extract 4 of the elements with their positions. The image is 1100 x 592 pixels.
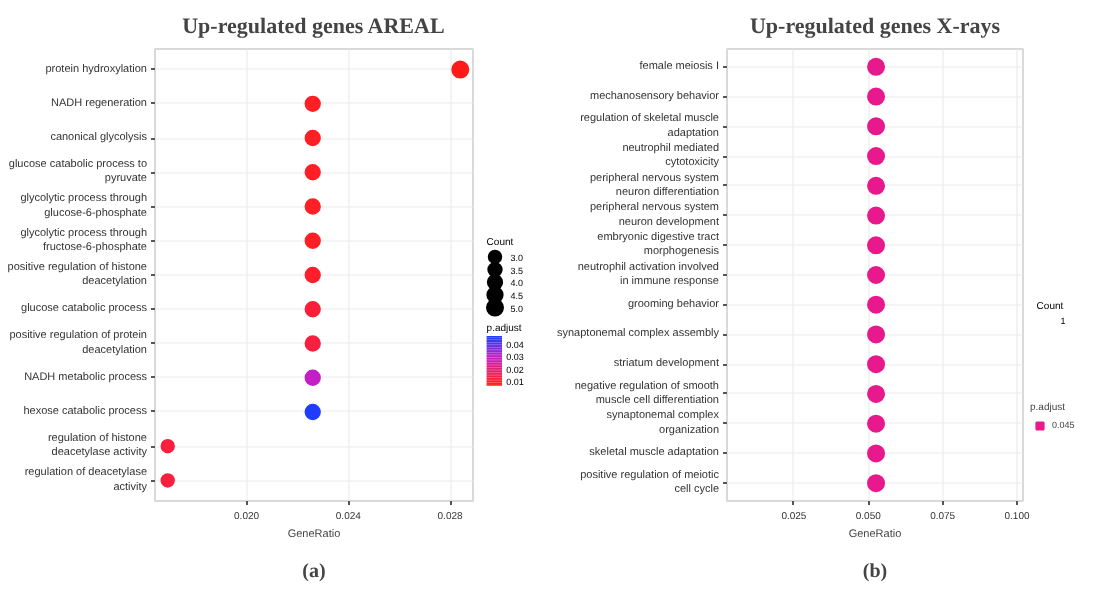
text: (b) (862, 561, 888, 583)
chart-title: Up-regulated genes X-rays (749, 15, 1002, 39)
chart-title: Up-regulated genes AREAL (182, 15, 445, 39)
text: (a) (302, 561, 326, 583)
